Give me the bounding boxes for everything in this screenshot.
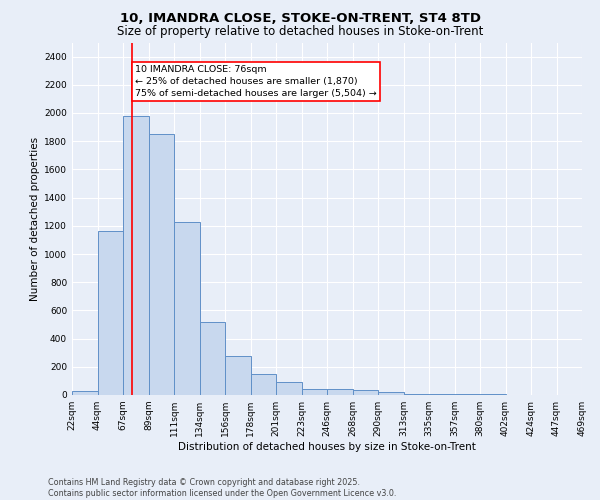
Bar	[302, 388, 327, 395]
Bar	[72, 391, 97, 395]
Text: Contains HM Land Registry data © Crown copyright and database right 2025.
Contai: Contains HM Land Registry data © Crown c…	[48, 478, 397, 498]
X-axis label: Distribution of detached houses by size in Stoke-on-Trent: Distribution of detached houses by size …	[178, 442, 476, 452]
Bar	[429, 394, 455, 395]
Bar	[353, 390, 378, 395]
Bar	[455, 394, 480, 395]
Bar	[97, 232, 123, 395]
Bar	[378, 392, 404, 395]
Bar	[225, 356, 251, 395]
Bar	[327, 390, 353, 395]
Text: 10 IMANDRA CLOSE: 76sqm
← 25% of detached houses are smaller (1,870)
75% of semi: 10 IMANDRA CLOSE: 76sqm ← 25% of detache…	[135, 65, 377, 98]
Bar	[480, 394, 506, 395]
Bar	[174, 222, 199, 395]
Bar	[276, 382, 302, 395]
Bar	[149, 134, 174, 395]
Y-axis label: Number of detached properties: Number of detached properties	[30, 136, 40, 301]
Bar	[251, 374, 276, 395]
Bar	[404, 394, 429, 395]
Bar	[199, 322, 225, 395]
Text: 10, IMANDRA CLOSE, STOKE-ON-TRENT, ST4 8TD: 10, IMANDRA CLOSE, STOKE-ON-TRENT, ST4 8…	[119, 12, 481, 26]
Text: Size of property relative to detached houses in Stoke-on-Trent: Size of property relative to detached ho…	[117, 25, 483, 38]
Bar	[123, 116, 149, 395]
